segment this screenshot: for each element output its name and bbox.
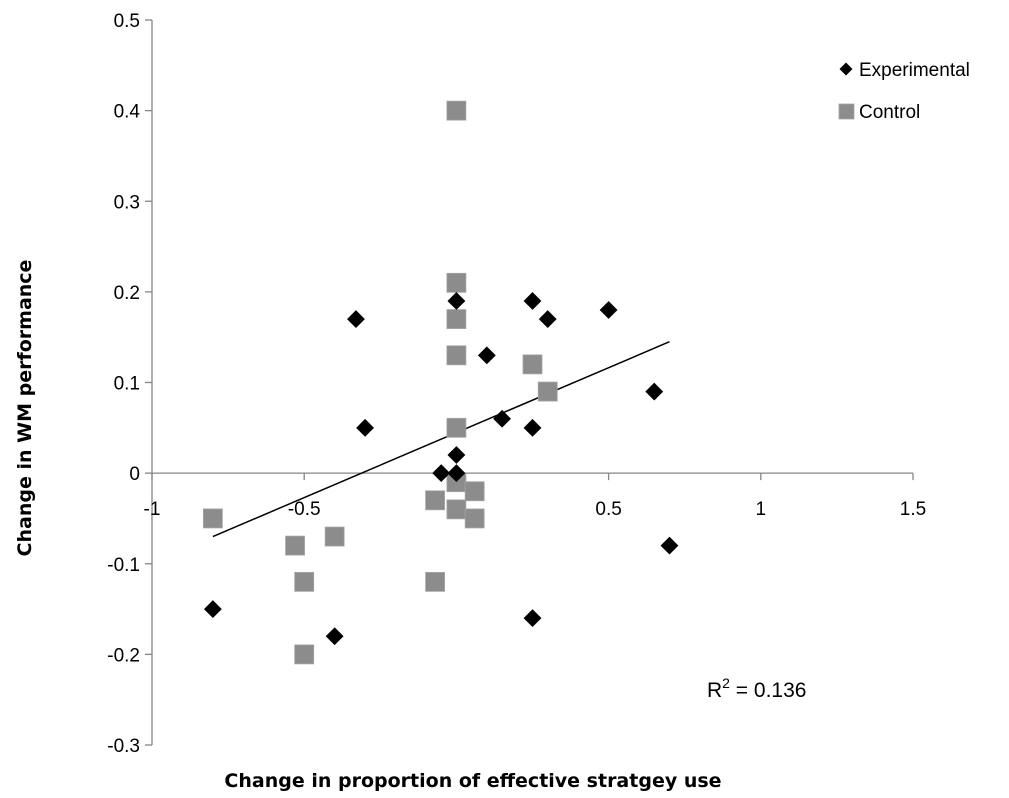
- experimental-point: [477, 346, 496, 365]
- y-tick-label: 0.5: [114, 11, 140, 32]
- control-point: [294, 644, 315, 665]
- y-tick-label: 0.1: [114, 374, 140, 395]
- control-point: [446, 272, 467, 293]
- y-tick-label: -0.3: [107, 736, 140, 757]
- r2-value: = 0.136: [730, 679, 806, 702]
- data-points: [202, 100, 679, 665]
- control-point: [446, 309, 467, 329]
- control-point: [285, 535, 305, 556]
- r-squared-annotation: R2 = 0.136: [707, 675, 806, 702]
- experimental-point: [432, 464, 451, 483]
- legend-item-experimental: Experimental: [839, 60, 970, 81]
- r2-exponent: 2: [722, 675, 730, 691]
- y-tick-label: 0.4: [114, 102, 141, 123]
- y-tick-label: 0.3: [114, 192, 140, 213]
- experimental-point: [347, 310, 365, 328]
- control-point: [294, 571, 315, 592]
- y-tick-label: 0: [129, 464, 140, 485]
- control-point: [446, 499, 467, 520]
- legend-diamond-marker: [839, 62, 853, 76]
- y-tick-label: -0.2: [107, 645, 140, 666]
- control-point: [522, 354, 543, 375]
- y-tick-label: -0.1: [107, 555, 140, 576]
- control-point: [446, 345, 467, 366]
- control-point: [446, 417, 467, 438]
- legend-square-marker: [838, 103, 855, 120]
- x-tick-label: -0.5: [288, 499, 321, 520]
- control-point: [324, 526, 345, 547]
- experimental-point: [447, 464, 466, 483]
- control-point: [446, 100, 467, 121]
- experimental-point: [523, 292, 542, 310]
- experimental-point: [447, 292, 466, 310]
- experimental-point: [325, 627, 344, 646]
- experimental-point: [523, 609, 542, 628]
- y-axis-title: Change in WM performance: [14, 260, 36, 557]
- legend: Experimental Control: [838, 60, 970, 123]
- trendline-group: [212, 341, 670, 538]
- experimental-point: [493, 409, 511, 428]
- control-point: [537, 381, 558, 402]
- experimental-point: [523, 418, 542, 437]
- x-tick-label: 1: [756, 499, 767, 520]
- control-point: [464, 508, 485, 529]
- r2-prefix: R: [707, 679, 722, 702]
- control-point: [202, 508, 223, 529]
- x-tick-label: -1: [144, 499, 161, 520]
- x-tick-label: 1.5: [900, 499, 926, 520]
- x-axis-title: Change in proportion of effective stratg…: [224, 770, 721, 792]
- legend-label-experimental: Experimental: [859, 60, 970, 81]
- legend-item-control: Control: [838, 102, 920, 123]
- control-point: [464, 481, 485, 502]
- axes: -0.3-0.2-0.100.10.20.30.40.5-1-0.500.511…: [107, 11, 926, 757]
- experimental-point: [645, 382, 664, 401]
- legend-label-control: Control: [859, 102, 920, 123]
- trendline: [212, 341, 670, 538]
- experimental-point: [538, 310, 557, 328]
- experimental-point: [203, 600, 222, 618]
- x-tick-label: 0.5: [595, 499, 621, 520]
- control-point: [425, 490, 445, 511]
- y-tick-label: 0.2: [114, 283, 140, 304]
- experimental-point: [599, 301, 618, 319]
- control-point: [425, 571, 445, 592]
- experimental-point: [447, 446, 466, 464]
- experimental-point: [356, 418, 375, 437]
- experimental-point: [660, 536, 679, 555]
